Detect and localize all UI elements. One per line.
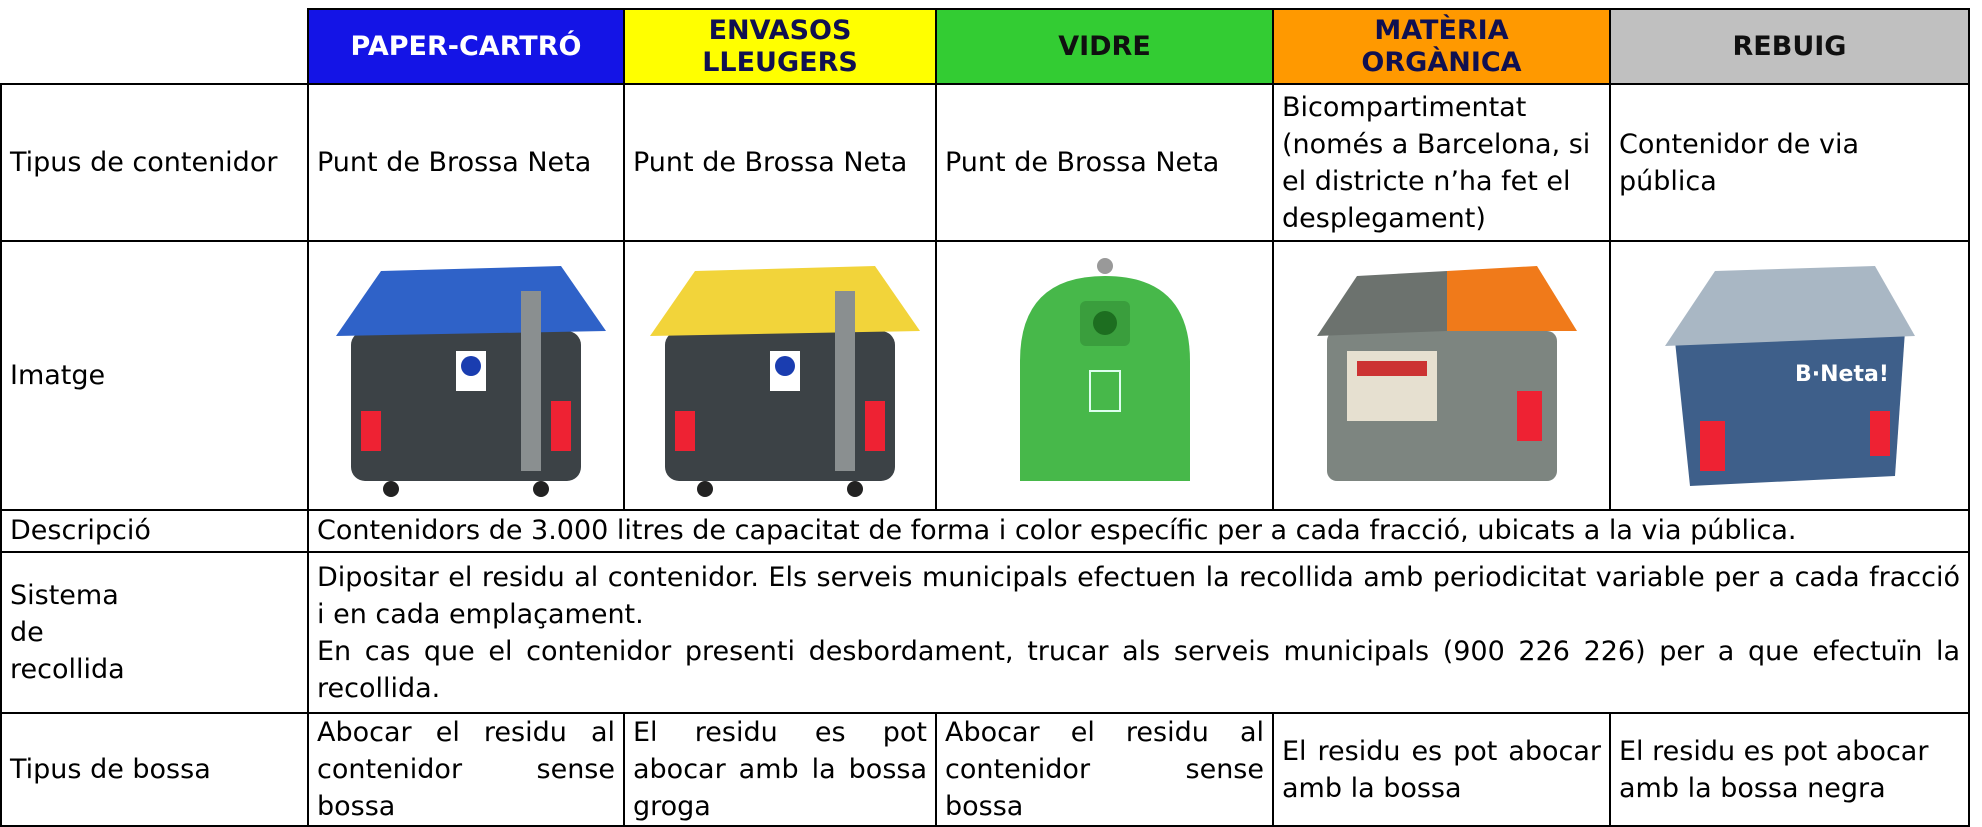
svg-text:B·Neta!: B·Neta! bbox=[1795, 362, 1889, 387]
cell: Contenidor de via pública bbox=[1609, 83, 1970, 242]
cell: El residu es pot abocar amb la bossa bbox=[1272, 712, 1611, 827]
header-cell: VIDRE bbox=[935, 8, 1274, 85]
cell: Punt de Brossa Neta bbox=[623, 83, 937, 242]
row-label: Descripció bbox=[0, 509, 309, 553]
row: Sistema de recollida Dipositar el residu… bbox=[0, 551, 1970, 714]
cell: Abocar el residu al contenidor sense bos… bbox=[307, 712, 625, 827]
header-text: ENVASOS LLEUGERS bbox=[702, 14, 858, 78]
cell: Punt de Brossa Neta bbox=[935, 83, 1274, 242]
row-label: Tipus de contenidor bbox=[0, 83, 309, 242]
row: Imatge B·Neta! bbox=[0, 240, 1970, 511]
image-cell: B·Neta! bbox=[1609, 240, 1970, 511]
cell: El residu es pot abocar amb la bossa neg… bbox=[1609, 712, 1970, 827]
cell: Bicompartimentat (només a Barcelona, si … bbox=[1272, 83, 1611, 242]
header-cell: ENVASOS LLEUGERS bbox=[623, 8, 937, 85]
cell: El residu es pot abocar amb la bossa gro… bbox=[623, 712, 937, 827]
image-cell bbox=[935, 240, 1274, 511]
row: Tipus de contenidor Punt de Brossa Neta … bbox=[0, 83, 1970, 242]
container-image bbox=[650, 265, 920, 497]
row-label: Imatge bbox=[0, 240, 309, 511]
header-row: PAPER-CARTRÓ ENVASOS LLEUGERS VIDRE MATÈ… bbox=[1, 8, 1970, 85]
cell: Dipositar el residu al contenidor. Els s… bbox=[307, 551, 1970, 714]
cell: Abocar el residu al contenidor sense bos… bbox=[935, 712, 1274, 827]
row-label: Tipus de bossa bbox=[0, 712, 309, 827]
container-image: B·Neta! bbox=[1664, 265, 1915, 486]
cell: Punt de Brossa Neta bbox=[307, 83, 625, 242]
paragraph: Dipositar el residu al contenidor. Els s… bbox=[317, 561, 1960, 630]
header-cell: REBUIG bbox=[1609, 8, 1970, 85]
row: Descripció Contenidors de 3.000 litres d… bbox=[0, 509, 1970, 553]
container-image bbox=[336, 265, 606, 497]
image-cell bbox=[1272, 240, 1611, 511]
row: Tipus de bossa Abocar el residu al conte… bbox=[0, 712, 1970, 827]
recycling-table: PAPER-CARTRÓ ENVASOS LLEUGERS VIDRE MATÈ… bbox=[0, 8, 1970, 827]
header-cell: MATÈRIA ORGÀNICA bbox=[1272, 8, 1611, 85]
row-label: Sistema de recollida bbox=[0, 551, 309, 714]
paragraph: En cas que el contenidor presenti desbor… bbox=[317, 635, 1960, 704]
image-cell bbox=[307, 240, 625, 511]
row-label-text: Sistema de recollida bbox=[10, 580, 125, 685]
header-cell: PAPER-CARTRÓ bbox=[307, 8, 625, 85]
cell: Contenidors de 3.000 litres de capacitat… bbox=[307, 509, 1970, 553]
container-image bbox=[1019, 257, 1190, 481]
header-text: MATÈRIA ORGÀNICA bbox=[1361, 14, 1522, 78]
image-cell bbox=[623, 240, 937, 511]
container-image bbox=[1316, 265, 1577, 481]
